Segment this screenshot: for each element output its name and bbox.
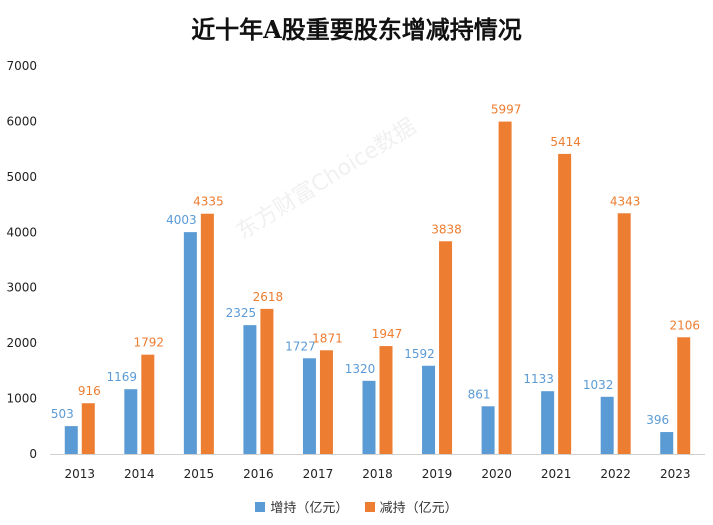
x-tick-label: 2021 <box>541 467 572 481</box>
data-label-increase: 1032 <box>583 378 614 392</box>
data-label-decrease: 1947 <box>372 327 403 341</box>
bar-decrease <box>558 153 572 454</box>
x-tick-label: 2017 <box>303 467 334 481</box>
chart-title: 近十年A股重要股东增减持情况 <box>191 15 522 44</box>
y-tick-label: 4000 <box>6 225 37 239</box>
watermark-text: 东方财富Choice数据 <box>232 114 420 245</box>
legend-swatch-increase <box>255 501 266 512</box>
data-label-increase: 4003 <box>166 213 197 227</box>
data-label-increase: 1727 <box>285 339 316 353</box>
x-tick-label: 2023 <box>660 467 691 481</box>
bar-increase <box>243 325 257 454</box>
bar-increase <box>362 380 376 454</box>
data-label-decrease: 1871 <box>312 331 343 345</box>
data-label-decrease: 1792 <box>134 336 165 350</box>
data-label-decrease: 4343 <box>610 194 641 208</box>
bar-decrease <box>81 403 95 454</box>
legend-label-increase: 增持（亿元） <box>270 501 349 516</box>
y-tick-label: 3000 <box>6 281 37 295</box>
bar-increase <box>183 232 197 454</box>
y-tick-label: 2000 <box>6 336 37 350</box>
data-label-decrease: 916 <box>78 384 101 398</box>
data-label-decrease: 3838 <box>431 222 462 236</box>
bar-increase <box>422 365 436 454</box>
x-tick-label: 2020 <box>481 467 512 481</box>
bars <box>64 121 691 455</box>
legend-item-decrease: 减持（亿元） <box>364 497 458 516</box>
bar-decrease <box>617 213 631 454</box>
data-label-increase: 1592 <box>404 347 435 361</box>
bar-decrease <box>141 354 155 454</box>
bar-decrease <box>319 350 333 454</box>
bar-increase <box>660 432 674 454</box>
bar-decrease <box>498 121 512 455</box>
bar-increase <box>302 358 316 454</box>
data-labels: 503 1169 4003 2325 1727 1320 1592 861 1133 1032 39… <box>51 103 700 427</box>
data-label-decrease: 5997 <box>491 103 522 117</box>
x-tick-label: 2015 <box>184 467 215 481</box>
data-label-decrease: 5414 <box>550 135 581 149</box>
bar-decrease <box>200 213 214 454</box>
bar-increase <box>481 406 495 454</box>
bar-decrease <box>439 241 453 454</box>
data-label-increase: 2325 <box>226 306 257 320</box>
data-label-increase: 396 <box>646 413 669 427</box>
data-label-decrease: 4335 <box>193 195 224 209</box>
bar-increase <box>541 391 555 454</box>
x-tick-label: 2016 <box>243 467 274 481</box>
y-tick-label: 1000 <box>6 392 37 406</box>
bar-decrease <box>260 308 274 454</box>
x-tick-label: 2018 <box>362 467 393 481</box>
data-label-increase: 503 <box>51 407 74 421</box>
y-tick-label: 0 <box>29 447 37 461</box>
data-label-decrease: 2618 <box>253 290 284 304</box>
x-tick-label: 2019 <box>422 467 453 481</box>
y-tick-label: 5000 <box>6 170 37 184</box>
data-label-increase: 1320 <box>345 362 376 376</box>
legend-swatch-decrease <box>364 501 375 512</box>
data-label-increase: 1169 <box>107 370 138 384</box>
legend: 增持（亿元） 减持（亿元） <box>0 497 713 516</box>
data-label-increase: 1133 <box>523 372 554 386</box>
axes: 0 1000 2000 3000 4000 5000 6000 7000 2013 2014 201… <box>6 59 705 481</box>
bar-increase <box>124 389 138 454</box>
legend-label-decrease: 减持（亿元） <box>379 501 458 516</box>
x-tick-label: 2014 <box>124 467 155 481</box>
data-label-increase: 861 <box>468 387 491 401</box>
bar-decrease <box>677 337 691 454</box>
legend-item-increase: 增持（亿元） <box>255 497 348 516</box>
y-tick-label: 6000 <box>6 114 37 128</box>
data-label-decrease: 2106 <box>669 318 700 332</box>
x-tick-label: 2022 <box>600 467 631 481</box>
x-tick-label: 2013 <box>64 467 95 481</box>
bar-increase <box>600 396 614 454</box>
y-tick-label: 7000 <box>6 59 37 73</box>
bar-decrease <box>379 346 393 454</box>
bar-increase <box>64 426 78 454</box>
watermark: 东方财富Choice数据 <box>232 114 420 245</box>
